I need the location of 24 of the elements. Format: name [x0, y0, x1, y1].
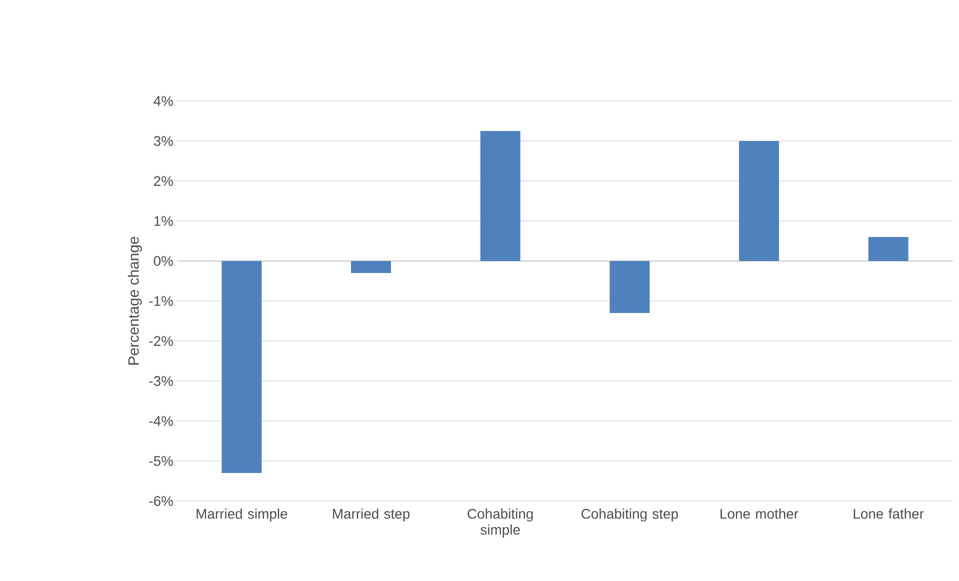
x-tick-label: Married simple — [196, 508, 288, 522]
bar — [610, 260, 650, 313]
y-tick-label: -3% — [149, 376, 173, 386]
y-tick-label: -5% — [149, 456, 173, 466]
bar — [480, 130, 520, 261]
x-tick-label: Lone mother — [720, 508, 798, 519]
x-tick-label: Cohabiting simple — [468, 508, 533, 538]
y-axis-title: Percentage change — [128, 236, 142, 365]
x-tick-label: Lone father — [854, 508, 924, 519]
bar — [868, 236, 908, 261]
x-tick-label: Married step — [333, 508, 410, 522]
y-tick-label: 4% — [154, 96, 173, 106]
y-tick-label: -2% — [149, 336, 173, 346]
y-tick-label: 2% — [154, 176, 173, 186]
y-tick-label: -6% — [149, 496, 173, 506]
y-tick-label: -4% — [149, 416, 173, 426]
y-tick-label: 3% — [154, 136, 173, 146]
y-tick-label: 1% — [154, 216, 173, 226]
bar — [351, 260, 392, 273]
y-tick-label: 0% — [154, 256, 173, 266]
x-tick-label: Cohabiting step — [582, 508, 678, 522]
y-tick-label: -1% — [149, 296, 173, 306]
bar — [739, 140, 780, 261]
bar — [222, 260, 262, 473]
